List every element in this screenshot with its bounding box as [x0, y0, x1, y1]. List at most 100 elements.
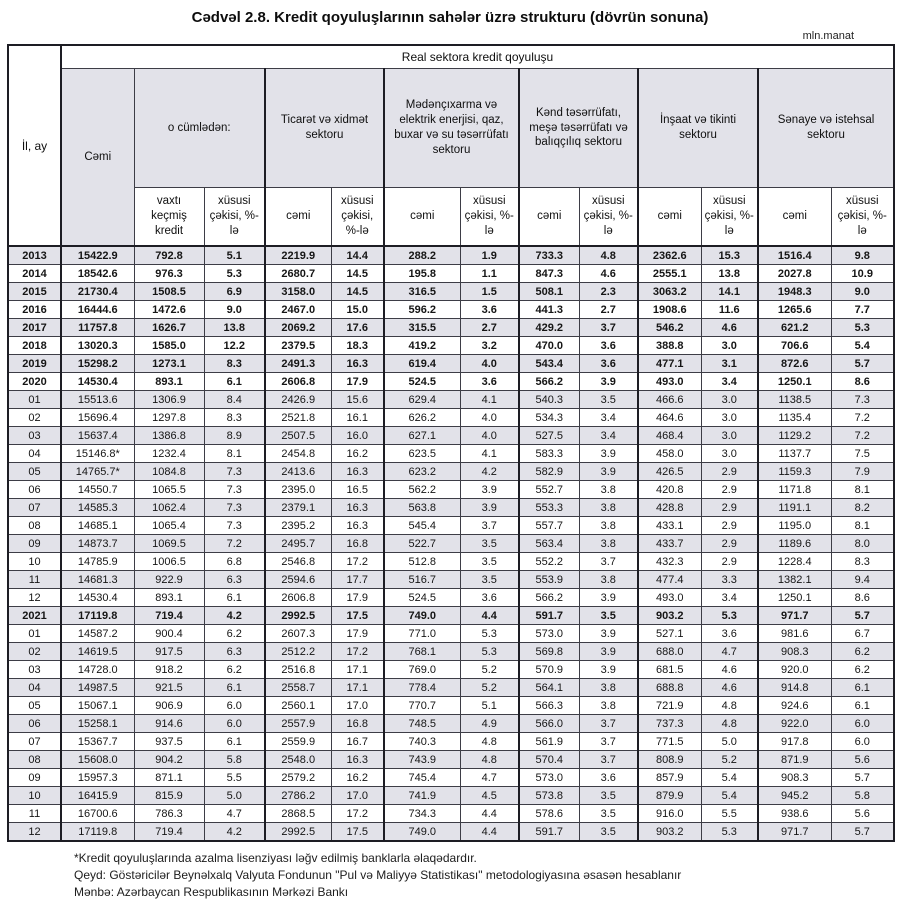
data-cell: 1516.4 [757, 245, 832, 265]
data-cell: 17.9 [330, 588, 385, 607]
row-label: 05 [7, 696, 62, 715]
data-cell: 14765.7* [60, 462, 135, 481]
data-cell: 4.5 [459, 786, 520, 805]
data-cell: 1137.7 [757, 444, 832, 463]
data-cell: 6.0 [830, 714, 895, 733]
data-cell: 569.8 [518, 642, 580, 661]
data-cell: 17.7 [330, 570, 385, 589]
data-cell: 2219.9 [264, 245, 332, 265]
data-cell: 16.7 [330, 732, 385, 751]
data-cell: 3158.0 [264, 282, 332, 301]
data-cell: 792.8 [133, 245, 205, 265]
data-cell: 623.5 [383, 444, 461, 463]
data-cell: 493.0 [637, 588, 702, 607]
data-cell: 1138.5 [757, 390, 832, 409]
data-cell: 1189.6 [757, 534, 832, 553]
row-label: 05 [7, 462, 62, 481]
data-cell: 871.1 [133, 768, 205, 787]
data-cell: 4.4 [459, 822, 520, 842]
data-cell: 688.8 [637, 678, 702, 697]
data-cell: 745.4 [383, 768, 461, 787]
data-cell: 924.6 [757, 696, 832, 715]
data-cell: 10.9 [830, 264, 895, 283]
data-cell: 468.4 [637, 426, 702, 445]
table-row: 06 14550.7 1065.5 7.3 2395.0 16.5 562.2 3.9 552.… [7, 480, 895, 499]
row-label: 03 [7, 426, 62, 445]
data-cell: 1129.2 [757, 426, 832, 445]
data-cell: 6.2 [830, 660, 895, 679]
row-label: 02 [7, 642, 62, 661]
data-cell: 6.1 [203, 588, 266, 607]
col-header-o-cumleden: o cümlədən: [133, 68, 266, 188]
data-cell: 906.9 [133, 696, 205, 715]
data-cell: 14530.4 [60, 372, 135, 391]
column-header: cəmi [518, 187, 580, 247]
data-cell: 5.6 [830, 750, 895, 769]
data-cell: 627.1 [383, 426, 461, 445]
data-cell: 619.4 [383, 354, 461, 373]
data-cell: 3.8 [578, 516, 639, 535]
data-cell: 11.6 [700, 300, 759, 319]
data-cell: 1250.1 [757, 372, 832, 391]
data-cell: 5.3 [459, 624, 520, 643]
data-cell: 562.2 [383, 480, 461, 499]
data-cell: 3.5 [578, 804, 639, 823]
data-cell: 591.7 [518, 606, 580, 625]
data-cell: 16.3 [330, 462, 385, 481]
table-row: 02 15696.4 1297.8 8.3 2521.8 16.1 626.2 4.0 534.… [7, 408, 895, 427]
data-cell: 2027.8 [757, 264, 832, 283]
data-cell: 17.2 [330, 642, 385, 661]
data-cell: 432.3 [637, 552, 702, 571]
table-row: 11 14681.3 922.9 6.3 2594.6 17.7 516.7 3.5 553.9… [7, 570, 895, 589]
row-label: 04 [7, 678, 62, 697]
data-cell: 16.0 [330, 426, 385, 445]
table-body: 2013 15422.9 792.8 5.1 2219.9 14.4 288.2 1.9 733… [7, 245, 895, 842]
table-row: 2015 21730.4 1508.5 6.9 3158.0 14.5 316.5 1.5 50… [7, 282, 895, 301]
col-header-mining-energy: Mədənçıxarma və elektrik enerjisi, qaz, … [383, 68, 520, 188]
data-cell: 4.6 [700, 678, 759, 697]
data-cell: 5.8 [830, 786, 895, 805]
row-label: 08 [7, 750, 62, 769]
data-cell: 553.3 [518, 498, 580, 517]
data-cell: 3.5 [578, 786, 639, 805]
data-cell: 879.9 [637, 786, 702, 805]
data-cell: 2868.5 [264, 804, 332, 823]
data-cell: 808.9 [637, 750, 702, 769]
data-cell: 2992.5 [264, 822, 332, 842]
data-cell: 937.5 [133, 732, 205, 751]
footnote-note: Qeyd: Göstəricilər Beynəlxalq Valyuta Fo… [74, 868, 682, 882]
data-cell: 5.2 [459, 660, 520, 679]
data-cell: 626.2 [383, 408, 461, 427]
row-label: 10 [7, 786, 62, 805]
data-cell: 1508.5 [133, 282, 205, 301]
data-cell: 1297.8 [133, 408, 205, 427]
data-cell: 847.3 [518, 264, 580, 283]
data-cell: 1191.1 [757, 498, 832, 517]
data-cell: 3.9 [459, 480, 520, 499]
data-cell: 3.4 [578, 408, 639, 427]
data-cell: 566.0 [518, 714, 580, 733]
data-cell: 540.3 [518, 390, 580, 409]
data-cell: 4.6 [700, 318, 759, 337]
data-cell: 4.2 [203, 822, 266, 842]
data-cell: 16.3 [330, 516, 385, 535]
data-cell: 21730.4 [60, 282, 135, 301]
data-cell: 1159.3 [757, 462, 832, 481]
data-cell: 3.0 [700, 444, 759, 463]
data-cell: 4.1 [459, 390, 520, 409]
data-cell: 4.8 [459, 732, 520, 751]
data-cell: 621.2 [757, 318, 832, 337]
data-cell: 786.3 [133, 804, 205, 823]
data-cell: 6.1 [830, 696, 895, 715]
data-cell: 15367.7 [60, 732, 135, 751]
data-cell: 16.5 [330, 480, 385, 499]
data-cell: 2454.8 [264, 444, 332, 463]
data-cell: 4.0 [459, 426, 520, 445]
data-cell: 14987.5 [60, 678, 135, 697]
data-cell: 15513.6 [60, 390, 135, 409]
column-header: xüsusi çəkisi, %-lə [330, 187, 385, 247]
data-cell: 7.3 [830, 390, 895, 409]
data-cell: 3.0 [700, 408, 759, 427]
data-cell: 5.3 [459, 642, 520, 661]
data-cell: 3.0 [700, 336, 759, 355]
